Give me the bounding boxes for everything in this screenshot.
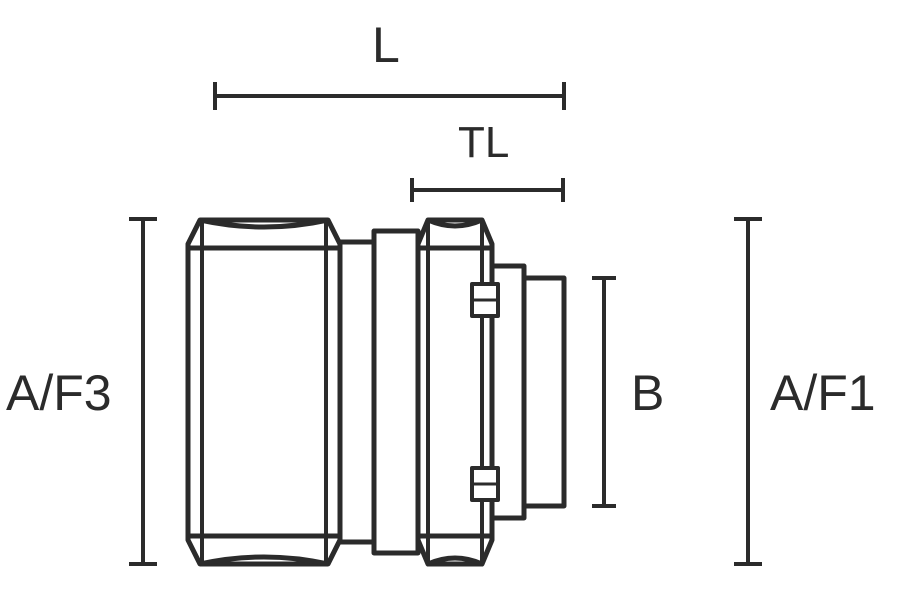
thread — [524, 278, 564, 506]
dim-L — [215, 82, 564, 110]
collar — [374, 231, 418, 553]
nut-left-outline — [188, 220, 340, 564]
spacer — [340, 242, 374, 542]
fitting-diagram — [0, 0, 900, 604]
dim-AF3 — [129, 219, 157, 564]
dim-B — [592, 278, 616, 506]
dim-TL — [412, 178, 563, 202]
dim-AF1 — [734, 219, 762, 564]
